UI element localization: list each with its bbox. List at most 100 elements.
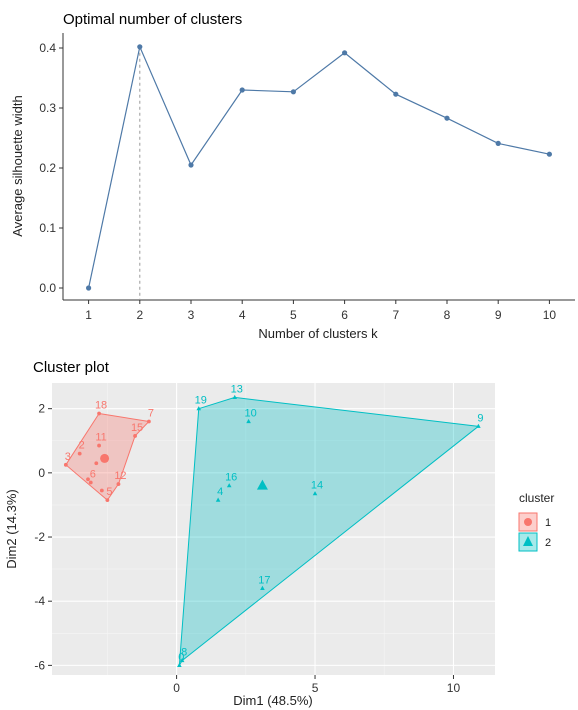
data-point <box>196 406 202 411</box>
point-label: 11 <box>95 432 106 444</box>
x-tick-label: 6 <box>341 308 348 322</box>
chart-title: Optimal number of clusters <box>63 11 242 28</box>
y-tick-label: -2 <box>34 530 45 544</box>
data-point <box>312 491 318 496</box>
x-tick-label: 7 <box>392 308 399 322</box>
data-point <box>86 285 92 291</box>
data-point <box>63 462 68 467</box>
point-label: 17 <box>258 574 270 586</box>
x-tick-group: 0 5 10 <box>173 675 460 695</box>
x-tick-label: 0 <box>173 681 180 695</box>
x-axis-title: Number of clusters k <box>258 326 378 341</box>
point-label: 6 <box>90 468 96 480</box>
x-axis-title: Dim1 (48.5%) <box>233 693 312 708</box>
y-tick-label: -6 <box>34 658 45 672</box>
point-label: 15 <box>131 422 143 434</box>
y-tick-label: 0.0 <box>39 281 56 295</box>
point-label: 3 <box>65 451 71 463</box>
point-group <box>86 44 553 291</box>
data-point <box>137 44 143 50</box>
plot-panel <box>52 383 495 675</box>
point-label: 8 <box>181 647 187 659</box>
grid-group <box>52 383 495 675</box>
y-axis-title: Average silhouette width <box>10 95 25 236</box>
point-label: 16 <box>225 472 237 484</box>
x-tick-label: 8 <box>444 308 451 322</box>
x-tick-label: 9 <box>495 308 502 322</box>
legend-marker-2 <box>523 536 533 546</box>
y-tick-group: -6 -4 -2 0 2 <box>34 402 52 672</box>
data-point <box>147 419 151 424</box>
data-point <box>179 657 185 663</box>
data-point <box>99 488 104 493</box>
legend: cluster 1 2 <box>518 491 554 552</box>
x-tick-group: 1 2 3 4 5 6 7 8 9 10 <box>85 300 556 322</box>
silhouette-chart: Optimal number of clusters 0.00.10.20.30… <box>10 11 575 341</box>
y-tick-label: 0.1 <box>39 221 56 235</box>
x-tick-label: 4 <box>239 308 246 322</box>
data-point <box>215 497 221 502</box>
point-label: 12 <box>114 470 126 482</box>
point-label: 2 <box>79 440 85 452</box>
data-point <box>105 498 110 503</box>
data-point <box>476 423 481 428</box>
x-tick-label: 10 <box>447 681 461 695</box>
data-point <box>97 443 101 448</box>
point-label: 5 <box>106 486 112 498</box>
data-point <box>342 50 348 56</box>
point-label: 9 <box>477 412 483 424</box>
point-label: 18 <box>95 399 107 411</box>
cluster-centroid-2 <box>256 479 268 490</box>
data-point <box>88 480 93 485</box>
data-point <box>77 451 82 456</box>
cluster-hull-2 <box>178 396 480 666</box>
data-point <box>97 411 101 416</box>
data-point <box>546 151 553 157</box>
data-point <box>290 89 296 95</box>
chart-title: Cluster plot <box>33 359 110 376</box>
point-label: 4 <box>217 486 223 498</box>
y-tick-label: 2 <box>38 402 45 416</box>
plot-panel <box>63 33 575 300</box>
data-point <box>495 140 501 146</box>
legend-title: cluster <box>519 491 554 505</box>
data-point <box>177 662 182 667</box>
y-axis-title: Dim2 (14.3%) <box>4 489 19 568</box>
point-label: 19 <box>195 395 207 407</box>
legend-label-2: 2 <box>545 537 551 549</box>
y-tick-group: 0.0 0.1 0.2 0.3 0.4 <box>39 41 63 295</box>
data-point <box>188 162 194 168</box>
y-tick-label: 0.3 <box>39 101 56 115</box>
y-tick-label: 0.4 <box>39 41 56 55</box>
data-point <box>94 461 99 466</box>
y-tick-label: 0 <box>38 466 45 480</box>
point-label: 7 <box>148 408 154 420</box>
x-tick-label: 1 <box>85 308 92 322</box>
point-label: 14 <box>311 480 323 492</box>
x-tick-label: 3 <box>188 308 195 322</box>
data-point <box>444 115 450 121</box>
data-point <box>246 418 251 424</box>
x-tick-label: 5 <box>312 681 319 695</box>
point-group: 18 7 15 11 32 6 125 19 13 10 9 164 14 17 80 <box>63 383 483 667</box>
x-tick-label: 5 <box>290 308 297 322</box>
data-point <box>86 477 90 482</box>
legend-label-1: 1 <box>545 517 551 529</box>
cluster-centroid-1 <box>100 453 110 463</box>
legend-marker-1 <box>524 518 532 526</box>
point-label: 10 <box>244 408 256 420</box>
data-point <box>226 483 232 488</box>
data-point <box>116 482 121 486</box>
point-label: 13 <box>231 383 243 395</box>
data-point <box>260 585 265 590</box>
data-point <box>239 87 245 93</box>
x-tick-label: 2 <box>136 308 143 322</box>
x-tick-label: 10 <box>543 308 557 322</box>
point-label: 0 <box>178 651 184 663</box>
y-tick-label: 0.2 <box>39 161 56 175</box>
series-line <box>88 44 550 289</box>
data-point <box>232 394 238 400</box>
data-point <box>393 91 399 97</box>
